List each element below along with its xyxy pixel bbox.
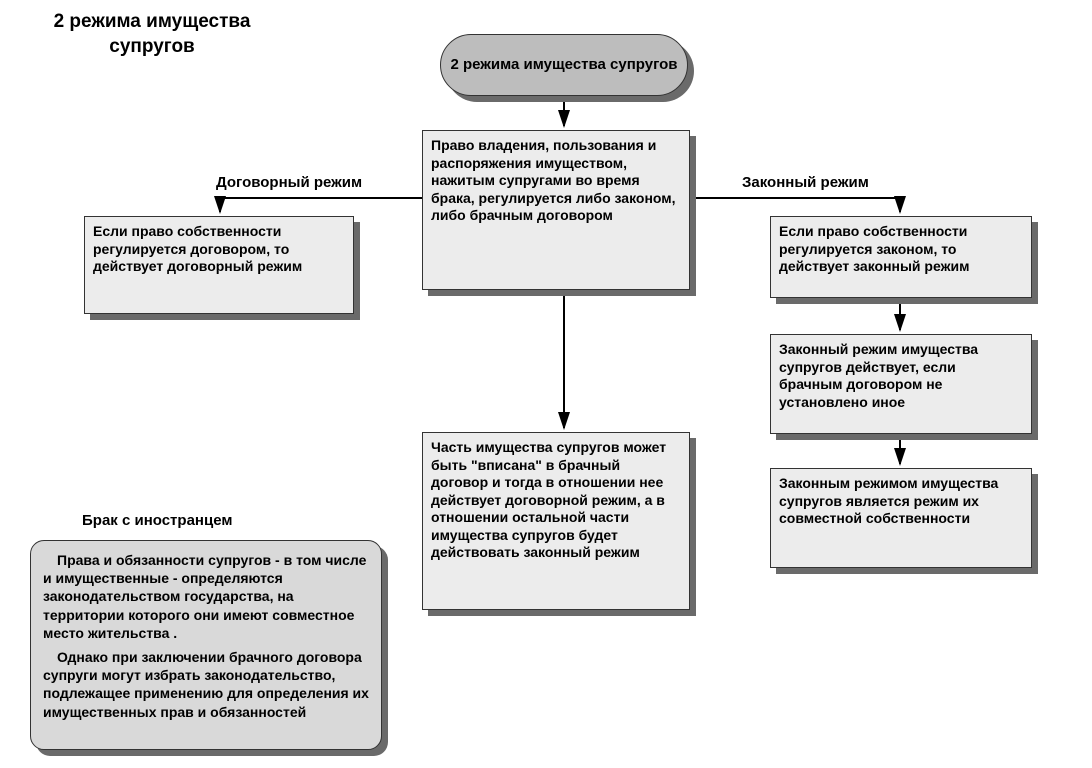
- box-center-bot: Часть имущества супругов может быть "впи…: [422, 432, 690, 610]
- box-right-top: Если право собственности регулируется за…: [770, 216, 1032, 298]
- foreign-box: Права и обязанности супругов - в том чис…: [30, 540, 382, 750]
- box-right-bot-text: Законным режимом имущества супругов явля…: [779, 475, 998, 526]
- page-title: 2 режима имущества супругов: [22, 10, 282, 59]
- box-right-top-text: Если право собственности регулируется за…: [779, 223, 969, 274]
- arrow-center-to-right: [696, 198, 900, 212]
- box-center-top: Право владения, пользования и распоряжен…: [422, 130, 690, 290]
- box-center-top-text: Право владения, пользования и распоряжен…: [431, 137, 676, 223]
- label-right-text: Законный режим: [742, 174, 869, 191]
- page-title-text: 2 режима имущества супругов: [54, 11, 251, 57]
- box-right-mid: Законный режим имущества супругов действ…: [770, 334, 1032, 434]
- box-left: Если право собственности регулируется до…: [84, 216, 354, 314]
- flow-header-text: 2 режима имущества супругов: [450, 56, 677, 75]
- foreign-box-p1: Права и обязанности супругов - в том чис…: [43, 551, 369, 642]
- flow-header-pill: 2 режима имущества супругов: [440, 34, 688, 96]
- foreign-title-text: Брак с иностранцем: [82, 512, 232, 529]
- box-right-bot: Законным режимом имущества супругов явля…: [770, 468, 1032, 568]
- box-center-bot-text: Часть имущества супругов может быть "впи…: [431, 439, 666, 560]
- label-left-text: Договорный режим: [216, 174, 362, 191]
- box-left-text: Если право собственности регулируется до…: [93, 223, 302, 274]
- box-right-mid-text: Законный режим имущества супругов действ…: [779, 341, 978, 410]
- arrow-center-to-left: [220, 198, 422, 212]
- label-left: Договорный режим: [216, 174, 362, 191]
- foreign-title: Брак с иностранцем: [82, 512, 232, 529]
- label-right: Законный режим: [742, 174, 869, 191]
- foreign-box-p2: Однако при заключении брачного договора …: [43, 648, 369, 721]
